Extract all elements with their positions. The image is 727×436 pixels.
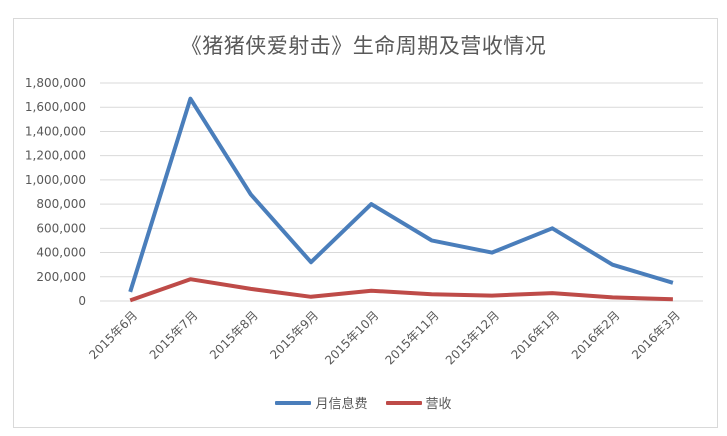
y-axis-ticks: 0 200,000 400,000 600,000 800,000 1,000,000 1,… <box>25 76 86 308</box>
y-tick-label: 800,000 <box>36 197 86 211</box>
y-tick-label: 0 <box>78 294 86 308</box>
y-tick-label: 1,200,000 <box>25 149 86 163</box>
x-tick-label: 2015年12月 <box>443 308 502 367</box>
y-tick-label: 1,400,000 <box>25 124 86 138</box>
x-tick-label: 2015年9月 <box>267 308 321 362</box>
x-tick-label: 2015年6月 <box>86 308 140 362</box>
legend-item-monthly-fee[interactable]: 月信息费 <box>275 393 368 412</box>
x-tick-label: 2015年10月 <box>322 308 381 367</box>
legend-label: 月信息费 <box>315 397 368 412</box>
legend-label: 营收 <box>425 397 452 412</box>
series-line[interactable] <box>128 96 674 293</box>
y-tick-label: 600,000 <box>36 221 86 235</box>
legend-item-revenue[interactable]: 营收 <box>385 393 452 412</box>
x-axis-ticks: 2015年6月 2015年7月 2015年8月 2015年9月 2015年10月 2015… <box>86 308 683 367</box>
legend-swatch-blue <box>275 400 312 405</box>
x-tick-label: 2015年11月 <box>383 308 442 367</box>
x-tick-label: 2015年7月 <box>147 308 201 362</box>
y-tick-label: 1,000,000 <box>25 173 86 187</box>
x-tick-label: 2016年2月 <box>569 308 623 362</box>
legend-swatch-red <box>385 400 422 405</box>
y-tick-label: 1,600,000 <box>25 100 86 114</box>
chart-title: 《猪猪侠爱射击》生命周期及营收情况 <box>180 34 547 58</box>
gridlines <box>100 82 703 302</box>
series-line[interactable] <box>129 277 673 303</box>
x-tick-label: 2016年1月 <box>508 308 562 362</box>
x-tick-label: 2016年3月 <box>629 308 683 362</box>
data-lines <box>128 96 674 303</box>
y-tick-label: 200,000 <box>36 270 86 284</box>
y-tick-label: 1,800,000 <box>25 76 86 90</box>
legend: 月信息费 营收 <box>0 393 727 412</box>
x-tick-label: 2015年8月 <box>207 308 261 362</box>
y-tick-label: 400,000 <box>36 246 86 260</box>
chart-frame <box>13 18 718 428</box>
